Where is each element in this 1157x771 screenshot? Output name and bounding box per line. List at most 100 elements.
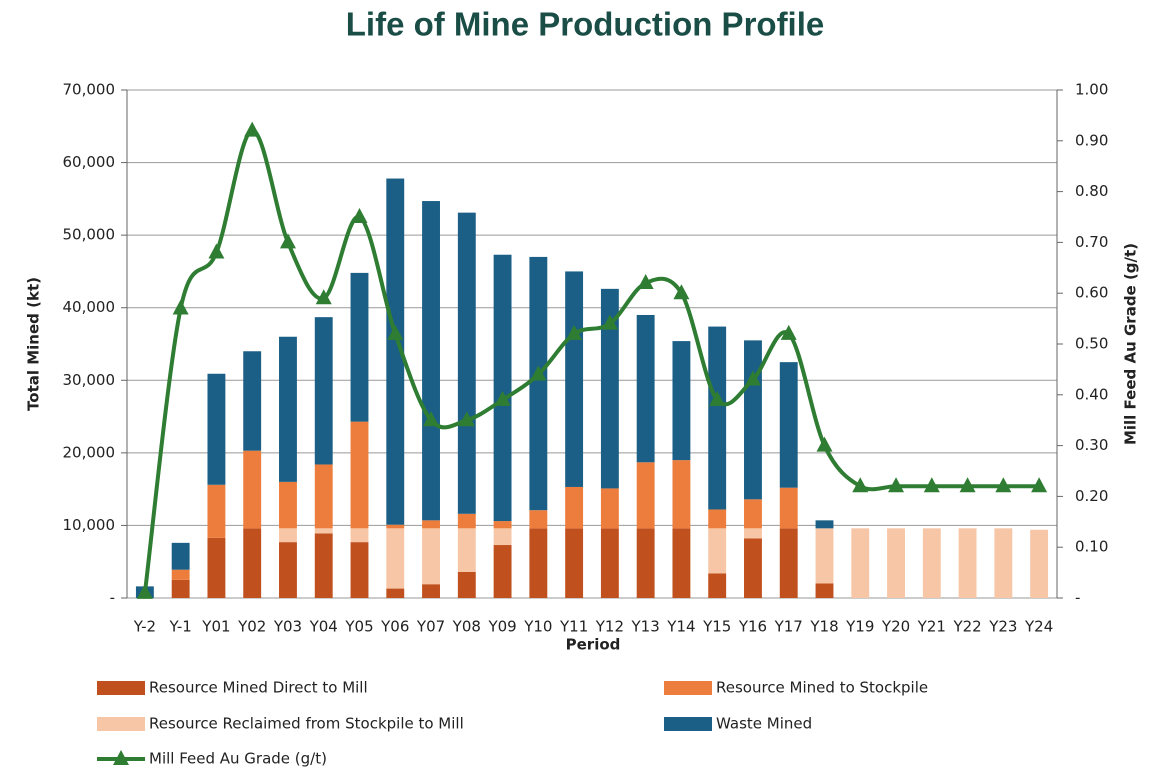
marker (136, 583, 153, 599)
x-axis-label: Period (566, 636, 621, 654)
marker (423, 411, 440, 427)
bar-segment (314, 533, 333, 598)
bar-segment (171, 579, 190, 598)
bar-segment (207, 373, 226, 485)
x-tick-label: Y15 (702, 618, 731, 636)
y-axis-label: Total Mined (kt) (25, 277, 43, 411)
bar-segment (314, 464, 333, 529)
bar-segment (744, 340, 762, 500)
bar-segment (708, 509, 727, 529)
bar-segment (350, 421, 369, 529)
bar-segment (207, 484, 226, 538)
bar-segment (708, 573, 727, 598)
bar-segment (636, 314, 655, 463)
x-tick-label: Y05 (344, 618, 373, 636)
bar-segment (922, 528, 941, 598)
x-tick-label: Y-1 (168, 618, 191, 636)
bar-segment (744, 528, 762, 539)
bar-segment (815, 583, 834, 598)
bar-segment (171, 569, 190, 580)
x-tick-label: Y04 (309, 618, 338, 636)
y2-tick-label: 0.50 (1075, 335, 1108, 353)
marker (172, 299, 189, 315)
y2-tick-label: - (1075, 589, 1080, 607)
marker (387, 324, 404, 340)
y2-tick-label: 0.80 (1075, 182, 1108, 200)
x-tick-label: Y-2 (133, 618, 156, 636)
bar-segment (565, 486, 584, 529)
bar-segment (529, 256, 548, 511)
bar-segment (636, 528, 655, 598)
legend-swatch (113, 750, 129, 765)
x-tick-label: Y01 (201, 618, 230, 636)
bar-segment (279, 336, 297, 482)
bar-segment (565, 528, 584, 598)
marker (601, 314, 618, 330)
bar-segment (744, 499, 762, 529)
y2-tick-label: 0.60 (1075, 284, 1108, 302)
legend-swatch (664, 681, 712, 695)
bar-segment (457, 212, 476, 514)
bar-segment (314, 528, 333, 534)
bar-segment (493, 545, 512, 598)
marker (852, 477, 869, 493)
marker (923, 477, 940, 493)
x-tick-label: Y19 (845, 618, 874, 636)
marker (208, 243, 225, 259)
marker (888, 477, 905, 493)
bar-segment (350, 542, 369, 598)
bar-segment (457, 571, 476, 598)
y-tick-label: 60,000 (63, 153, 116, 171)
bar-segment (887, 528, 905, 598)
x-tick-label: Y17 (774, 618, 803, 636)
marker (816, 436, 833, 452)
x-tick-label: Y06 (380, 618, 409, 636)
bar-segment (815, 520, 834, 529)
bar-segment (243, 450, 262, 529)
bar-segment (422, 201, 440, 521)
x-tick-label: Y07 (416, 618, 445, 636)
bar-segment (386, 588, 405, 598)
bar-segment (851, 528, 870, 598)
bar-segment (207, 537, 226, 598)
y-tick-label: 30,000 (63, 371, 116, 389)
marker (995, 477, 1012, 493)
bar-segment (493, 528, 512, 546)
y-tick-label: 10,000 (63, 516, 116, 534)
y-tick-label: - (110, 589, 115, 607)
marker (1031, 477, 1048, 493)
bar-segment (636, 462, 655, 529)
legend-label: Resource Reclaimed from Stockpile to Mil… (149, 715, 464, 733)
x-tick-label: Y10 (523, 618, 552, 636)
bar-segment (708, 326, 727, 510)
bar-segment (779, 362, 798, 488)
y2-tick-label: 0.90 (1075, 131, 1108, 149)
marker (744, 370, 761, 386)
bar-segment (994, 528, 1013, 598)
x-tick-label: Y02 (237, 618, 266, 636)
legend-label: Resource Mined to Stockpile (716, 679, 928, 697)
bar-segment (457, 528, 476, 572)
bar-segment (279, 542, 297, 598)
bar-segment (171, 542, 190, 570)
legend-label: Resource Mined Direct to Mill (149, 679, 368, 697)
bar-segment (672, 341, 691, 461)
x-tick-label: Y11 (559, 618, 588, 636)
legend-swatch (97, 717, 145, 731)
marker (959, 477, 976, 493)
marker (709, 390, 726, 406)
x-tick-label: Y14 (666, 618, 695, 636)
x-tick-label: Y22 (952, 618, 981, 636)
bar-segment (493, 254, 512, 522)
x-tick-label: Y24 (1024, 618, 1053, 636)
bar-segment (815, 528, 834, 584)
y-tick-label: 20,000 (63, 443, 116, 461)
bar-segment (386, 524, 405, 529)
legend-swatch (97, 681, 145, 695)
legend-swatch (664, 717, 712, 731)
bar-segment (779, 528, 798, 598)
bar-segment (779, 487, 798, 529)
bar-segment (279, 528, 297, 543)
y2-axis-label: Mill Feed Au Grade (g/t) (1122, 243, 1140, 445)
